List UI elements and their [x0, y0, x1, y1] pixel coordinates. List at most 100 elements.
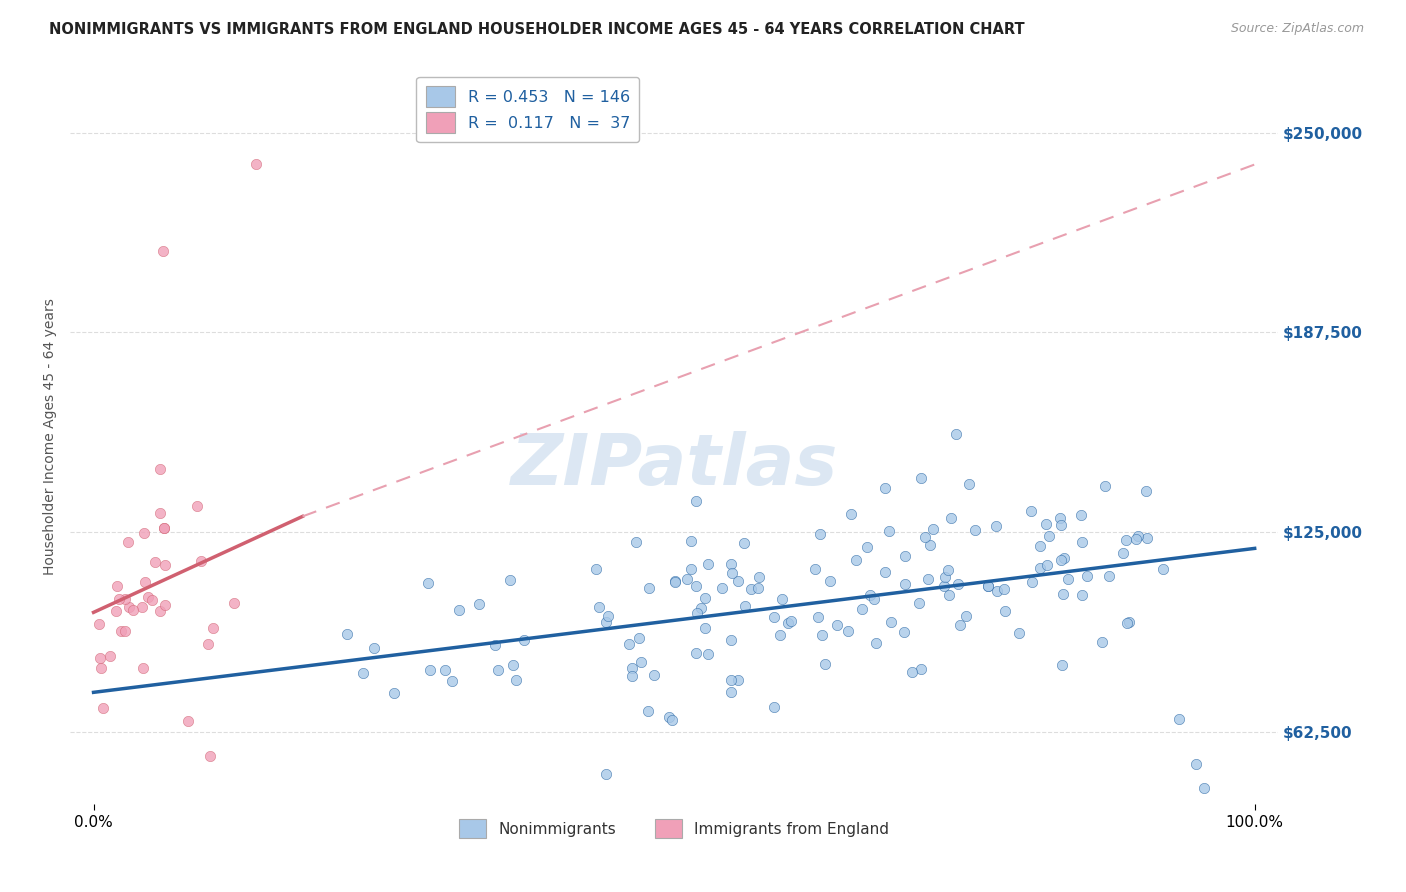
Point: [107, 591, 129, 606]
Point: [986, 583, 1008, 598]
Point: [98, 649, 121, 664]
Point: [486, 663, 509, 677]
Point: [1091, 635, 1114, 649]
Point: [419, 664, 441, 678]
Point: [893, 624, 915, 639]
Point: [484, 638, 506, 652]
Point: [620, 661, 643, 675]
Point: [177, 714, 200, 728]
Point: [1125, 532, 1147, 546]
Point: [1050, 657, 1073, 672]
Point: [1118, 615, 1140, 629]
Point: [865, 636, 887, 650]
Point: [1076, 568, 1098, 582]
Point: [748, 569, 770, 583]
Point: [186, 500, 208, 514]
Point: [727, 673, 749, 687]
Point: [1097, 569, 1119, 583]
Point: [637, 704, 659, 718]
Point: [693, 591, 716, 605]
Point: [851, 602, 873, 616]
Point: [733, 536, 755, 550]
Point: [685, 606, 707, 620]
Point: [1050, 518, 1073, 533]
Point: [198, 749, 221, 764]
Point: [918, 538, 941, 552]
Point: [778, 616, 800, 631]
Point: [382, 686, 405, 700]
Point: [720, 557, 742, 571]
Point: [807, 610, 830, 624]
Point: [957, 476, 980, 491]
Point: [780, 614, 803, 628]
Point: [134, 575, 156, 590]
Point: [875, 565, 897, 579]
Point: [131, 600, 153, 615]
Point: [875, 481, 897, 495]
Point: [1008, 625, 1031, 640]
Point: [993, 582, 1015, 596]
Point: [734, 599, 756, 614]
Point: [910, 470, 932, 484]
Point: [595, 767, 617, 781]
Point: [117, 534, 139, 549]
Point: [502, 657, 524, 672]
Point: [901, 665, 924, 680]
Point: [153, 558, 176, 572]
Point: [664, 574, 686, 588]
Point: [720, 685, 742, 699]
Point: [894, 577, 917, 591]
Point: [1036, 558, 1059, 572]
Point: [727, 574, 749, 589]
Point: [763, 700, 786, 714]
Point: [619, 637, 641, 651]
Point: [1126, 529, 1149, 543]
Point: [363, 640, 385, 655]
Point: [844, 552, 866, 566]
Point: [1070, 508, 1092, 522]
Point: [910, 662, 932, 676]
Point: [697, 648, 720, 662]
Point: [740, 582, 762, 596]
Point: [804, 562, 827, 576]
Point: [149, 506, 172, 520]
Point: [416, 575, 439, 590]
Point: [245, 157, 267, 171]
Point: [224, 596, 246, 610]
Point: [661, 713, 683, 727]
Point: [658, 710, 681, 724]
Point: [859, 588, 882, 602]
Point: [620, 669, 643, 683]
Point: [676, 573, 699, 587]
Point: [685, 493, 707, 508]
Point: [637, 581, 659, 595]
Point: [118, 599, 141, 614]
Point: [856, 541, 879, 555]
Point: [818, 574, 841, 589]
Point: [513, 633, 536, 648]
Point: [679, 561, 702, 575]
Point: [630, 656, 652, 670]
Point: [624, 534, 647, 549]
Point: [720, 673, 742, 688]
Point: [190, 554, 212, 568]
Point: [122, 602, 145, 616]
Point: [945, 426, 967, 441]
Point: [588, 599, 610, 614]
Point: [132, 526, 155, 541]
Point: [153, 521, 176, 535]
Point: [1094, 479, 1116, 493]
Point: [1029, 539, 1052, 553]
Point: [643, 667, 665, 681]
Point: [685, 579, 707, 593]
Point: [938, 588, 960, 602]
Text: ZIPatlas: ZIPatlas: [510, 432, 838, 500]
Point: [685, 646, 707, 660]
Point: [105, 579, 128, 593]
Point: [1168, 712, 1191, 726]
Text: Source: ZipAtlas.com: Source: ZipAtlas.com: [1230, 22, 1364, 36]
Point: [336, 627, 359, 641]
Point: [585, 561, 607, 575]
Point: [1192, 781, 1215, 796]
Point: [105, 604, 128, 618]
